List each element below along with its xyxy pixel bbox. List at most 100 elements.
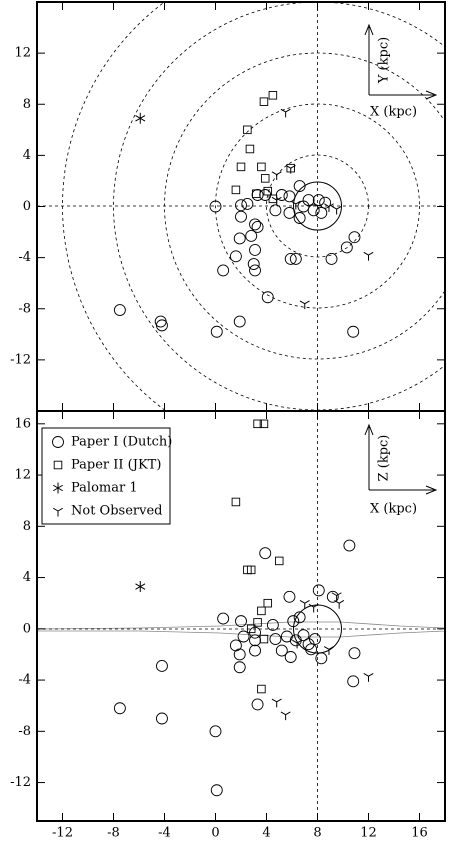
x-tick-label: -12 [52,826,73,841]
point [280,711,291,721]
y-axis-label: Y (kpc) [377,37,392,84]
point [249,244,261,256]
bulge [293,181,342,231]
point [209,725,222,738]
point [293,212,306,224]
legend-symbol [53,460,63,470]
y-tick-label: 12 [14,468,31,483]
ref-circle [215,103,420,309]
y-tick-label: 0 [23,199,31,214]
point [217,612,230,625]
x-tick-label: 0 [211,826,219,841]
point [233,232,246,245]
legend-label: Not Observed [71,504,162,519]
arrow-head [425,485,438,495]
series-group [113,419,374,797]
point [323,203,334,212]
point [246,624,256,634]
point [280,630,293,643]
legend-symbol [52,482,64,494]
y-tick-label: 16 [14,416,31,431]
legend-symbol [52,507,64,517]
point [312,194,325,207]
point [293,611,306,624]
point [263,598,273,608]
point [275,556,284,566]
point [283,190,296,203]
point [348,647,361,660]
point [268,194,278,204]
point [315,652,328,665]
legend-symbol [52,436,64,448]
point [257,684,266,694]
x-tick-label: 12 [360,826,377,841]
legend-label: Paper I (Dutch) [71,435,172,450]
arrow-head [364,423,374,436]
point [231,185,241,195]
point [257,162,266,172]
point [299,600,310,609]
point [268,91,278,100]
y-tick-label: 8 [23,519,31,534]
series-group [113,91,374,338]
point [271,698,282,708]
point [307,204,320,217]
point [271,171,282,181]
point [323,646,334,655]
point [251,220,264,233]
point [261,291,274,304]
point [284,651,297,663]
point [289,252,302,265]
point [302,194,315,207]
point [249,264,261,277]
point [259,634,269,644]
point [280,108,291,118]
point [275,644,288,657]
arrow-head [364,23,374,36]
point [290,200,301,210]
point [235,210,247,223]
point [363,251,374,261]
arrow-head [425,90,438,100]
x-tick-label: 8 [313,826,321,841]
x-tick-label: 4 [262,826,270,841]
point [331,205,342,215]
point [233,648,246,661]
legend-label: Paper II (JKT) [71,458,161,473]
point [334,600,345,609]
y-tick-label: -4 [18,673,31,688]
point [237,630,250,643]
point [309,633,321,646]
point [259,419,269,429]
point [269,204,282,217]
bottom-axes-inset: Z (kpc) X (kpc) [364,423,438,517]
point [155,712,168,725]
point [210,784,223,797]
point [347,675,360,688]
point [312,584,325,597]
y-tick-label: 8 [23,97,31,112]
point [231,497,241,507]
point [340,241,353,254]
point [263,186,273,196]
y-tick-label: 4 [23,148,31,163]
point [233,315,246,328]
point [135,581,146,593]
point [209,200,222,213]
point [284,252,297,265]
point [343,539,356,552]
y-tick-label: 0 [23,621,31,636]
point [325,252,338,265]
point [235,615,247,628]
point [293,180,306,193]
y-tick-label: -4 [18,250,31,265]
point [326,590,339,603]
point [236,162,246,172]
y-tick-label: -12 [10,352,31,367]
point [135,112,146,124]
point [315,206,328,219]
point [245,229,258,242]
disk [37,621,445,638]
point [287,615,300,628]
point [155,660,168,672]
